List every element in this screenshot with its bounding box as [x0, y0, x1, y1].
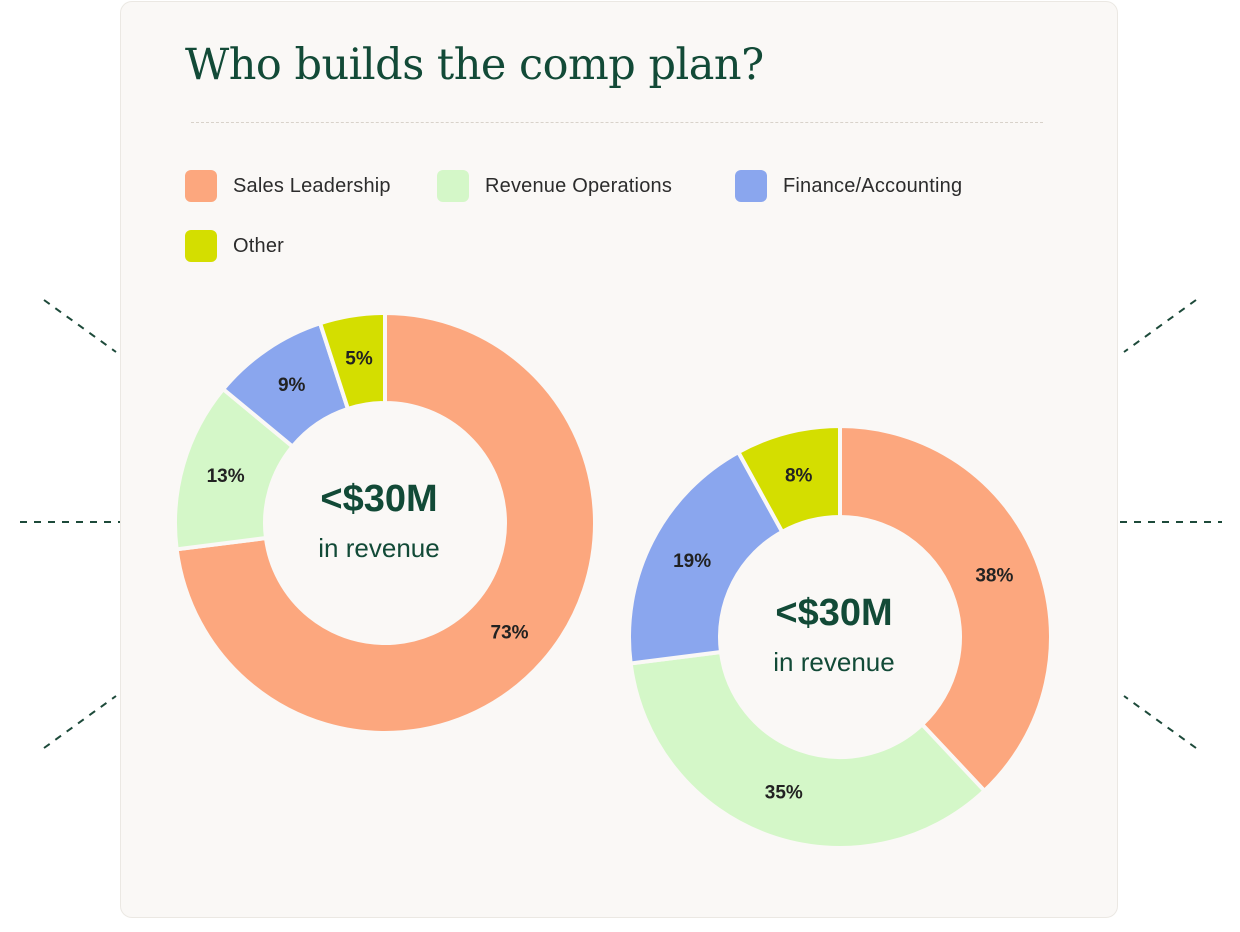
- legend-item-finance-accounting: Finance/Accounting: [735, 170, 962, 202]
- legend-swatch: [185, 170, 217, 202]
- slice-label-revenue-operations: 13%: [207, 466, 245, 487]
- legend-label: Other: [233, 234, 285, 257]
- slice-label-sales-leadership: 38%: [975, 565, 1013, 586]
- donut-charts: 73% 13% 9% 5% <$30M in revenue 38% 35% 19% 8% <$30…: [173, 311, 1053, 850]
- legend-item-other: Other: [185, 230, 284, 262]
- center-label: <$30M: [320, 478, 437, 520]
- center-sublabel: in revenue: [318, 533, 439, 563]
- slice-label-other: 8%: [785, 466, 813, 487]
- slice-label-sales-leadership: 73%: [491, 622, 529, 643]
- legend-swatch: [735, 170, 767, 202]
- slice-sales-leadership: [174, 311, 597, 735]
- slice-label-finance-accounting: 9%: [278, 375, 306, 396]
- donut-chart-2: 38% 35% 19% 8% <$30M in revenue: [627, 424, 1053, 850]
- slice-other: [736, 424, 842, 534]
- legend-label: Revenue Operations: [485, 174, 673, 197]
- legend-label: Finance/Accounting: [783, 174, 963, 197]
- legend-swatch: [185, 230, 217, 262]
- slice-other: [318, 311, 387, 411]
- donut-chart-1: 73% 13% 9% 5% <$30M in revenue: [173, 311, 597, 735]
- slice-revenue-operations: [628, 650, 987, 850]
- legend-item-sales-leadership: Sales Leadership: [185, 170, 391, 202]
- slice-label-revenue-operations: 35%: [765, 783, 803, 804]
- chart-card: Who builds the comp plan? Sales Leadersh…: [120, 1, 1118, 918]
- legend-item-revenue-operations: Revenue Operations: [437, 170, 672, 202]
- slice-label-other: 5%: [345, 349, 373, 370]
- slice-label-finance-accounting: 19%: [673, 551, 711, 572]
- slice-finance-accounting: [627, 450, 785, 666]
- chart-title: Who builds the comp plan?: [185, 40, 764, 90]
- legend-label: Sales Leadership: [233, 174, 391, 197]
- center-label: <$30M: [775, 592, 892, 634]
- center-sublabel: in revenue: [773, 647, 894, 677]
- legend-swatch: [437, 170, 469, 202]
- title-divider: [191, 122, 1043, 123]
- slice-sales-leadership: [838, 424, 1053, 793]
